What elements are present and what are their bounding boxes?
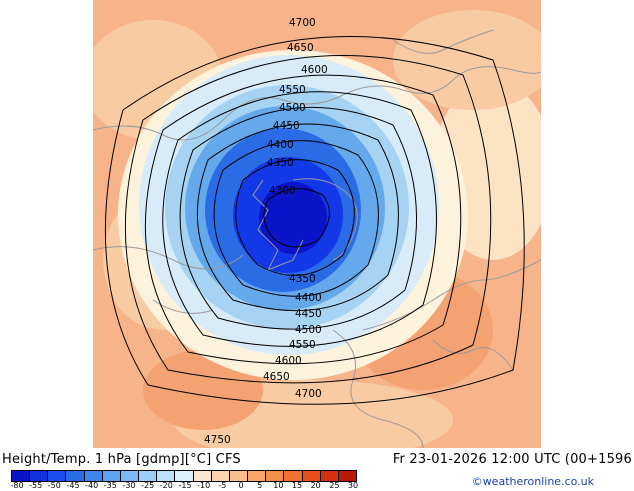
cold-vortex-fill	[118, 50, 468, 380]
map-panel: 4700 4650 4600 4550 4500 4450 4400 4350 …	[93, 0, 541, 448]
colorbar-swatch	[66, 471, 85, 481]
colorbar-tick-label: 5	[257, 481, 263, 490]
colorbar-tick-label: -55	[29, 481, 43, 490]
colorbar	[11, 470, 357, 482]
colorbar-tick-label: -5	[218, 481, 227, 490]
contour-4550	[162, 91, 437, 347]
colorbar-tick-label: -35	[103, 481, 117, 490]
contour-label-4500-top: 4500	[279, 102, 306, 114]
contour-label-4300: 4300	[269, 185, 296, 197]
contour-label-4600-bottom: 4600	[275, 355, 302, 367]
colorbar-tick-label: -15	[178, 481, 192, 490]
colorbar-tick-label: 10	[273, 481, 284, 490]
contour-4350	[235, 159, 355, 276]
contour-4650	[124, 55, 492, 384]
colorbar-tick-label: -40	[85, 481, 99, 490]
colorbar-tick-label: -30	[122, 481, 136, 490]
colorbar-swatch	[266, 471, 285, 481]
colorbar-tick-label: 15	[291, 481, 303, 490]
colorbar-swatch	[139, 471, 158, 481]
contour-label-4600-top: 4600	[301, 64, 328, 76]
colorbar-swatch	[120, 471, 140, 481]
contour-label-4450-bottom: 4450	[295, 308, 322, 320]
colorbar-swatch	[84, 471, 103, 481]
contour-label-4650-bottom: 4650	[263, 371, 290, 383]
colorbar-tick-label: 30	[347, 481, 359, 490]
contour-labels: 4700 4650 4600 4550 4500 4450 4400 4350 …	[204, 17, 328, 446]
chart-title: Height/Temp. 1 hPa [gdmp][°C] CFS	[2, 452, 241, 467]
colorbar-ticks: -80 -55 -50 -45 -40 -35 -30 -25 -20 -15 -10 -5 0 5 10 1…	[10, 481, 358, 491]
valid-time: Fr 23-01-2026 12:00 UTC (00+1596	[392, 452, 632, 467]
colorbar-swatch	[30, 471, 49, 481]
contour-label-4400-top: 4400	[267, 139, 294, 151]
contour-label-4500-bottom: 4500	[295, 324, 322, 336]
contour-4300	[263, 188, 330, 248]
contour-label-4650-top: 4650	[287, 42, 314, 54]
contour-4700	[104, 36, 525, 405]
colorbar-tick-label: 0	[238, 481, 244, 490]
coastlines	[93, 29, 541, 448]
colorbar-swatch	[211, 471, 230, 481]
colorbar-tick-label: 25	[329, 481, 340, 490]
colorbar-tick-label: -80	[10, 481, 24, 490]
contour-4450	[196, 123, 399, 312]
colorbar-swatch	[284, 471, 303, 481]
colorbar-swatch	[12, 471, 31, 481]
colorbar-tick-label: -20	[159, 481, 173, 490]
colorbar-swatch	[193, 471, 212, 481]
colorbar-swatch	[320, 471, 339, 481]
contour-label-4550-bottom: 4550	[289, 339, 316, 351]
contour-label-4400-bottom: 4400	[295, 292, 322, 304]
colorbar-swatch	[175, 471, 194, 481]
contour-label-4450-top: 4450	[273, 120, 300, 132]
colorbar-swatch	[157, 471, 176, 481]
colorbar-swatch	[338, 471, 356, 481]
colorbar-tick-label: -25	[141, 481, 155, 490]
colorbar-tick-label: -45	[66, 481, 80, 490]
colorbar-tick-label: -10	[197, 481, 211, 490]
contour-4500	[179, 106, 418, 330]
colorbar-tick-label: -50	[47, 481, 61, 490]
colorbar-tick-label: 20	[310, 481, 321, 490]
colorbar-swatch	[229, 471, 249, 481]
colorbar-swatch	[248, 471, 267, 481]
contour-4600	[144, 74, 462, 365]
contour-label-4350-bottom: 4350	[289, 273, 316, 285]
contour-4400	[213, 140, 379, 297]
contour-label-4700-top: 4700	[289, 17, 316, 29]
colorbar-swatch	[102, 471, 121, 481]
colorbar-swatch	[302, 471, 321, 481]
contour-label-4550-top: 4550	[279, 84, 306, 96]
contour-label-4750: 4750	[204, 434, 231, 446]
polar-stereographic-map: 4700 4650 4600 4550 4500 4450 4400 4350 …	[93, 0, 541, 448]
credit-link[interactable]: ©weatheronline.co.uk	[471, 475, 594, 488]
contour-label-4700-bottom: 4700	[295, 388, 322, 400]
height-contours	[104, 36, 525, 405]
contour-label-4350-top: 4350	[267, 157, 294, 169]
colorbar-swatch	[48, 471, 67, 481]
